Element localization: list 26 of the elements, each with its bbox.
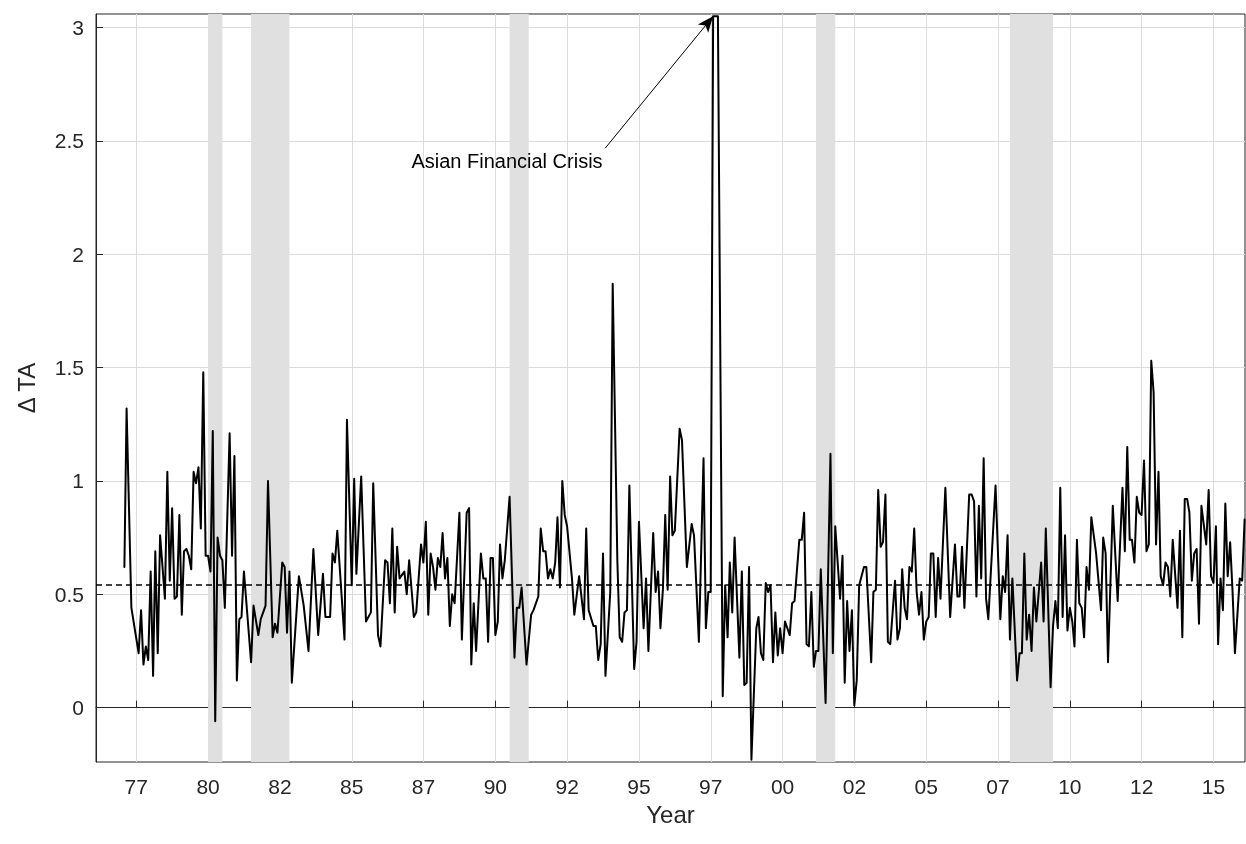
- y-tick-label: 0: [72, 696, 84, 720]
- x-tick-label: 05: [914, 775, 938, 798]
- y-tick-label: 2.5: [54, 129, 84, 153]
- x-tick-label: 10: [1058, 775, 1082, 798]
- y-tick-label: 1: [72, 469, 84, 493]
- x-tick-label: 97: [699, 775, 723, 798]
- y-tick-label: 1.5: [54, 356, 84, 380]
- x-tick-label: 85: [340, 775, 364, 798]
- y-tick-label: 0.5: [54, 582, 84, 606]
- annotation: Asian Financial Crisis: [411, 150, 603, 173]
- x-tick-label: 87: [411, 775, 436, 798]
- x-tick-label: 12: [1129, 775, 1154, 798]
- y-tick-label: 3: [72, 16, 84, 40]
- x-tick-label: 95: [627, 775, 651, 798]
- x-tick-label: 02: [842, 775, 867, 798]
- x-axis-title: Year: [646, 800, 695, 828]
- x-tick-label: 00: [770, 775, 795, 798]
- y-tick-label: 2: [72, 242, 84, 266]
- x-tick-label: 80: [196, 775, 220, 798]
- y-axis-title: Δ TA: [12, 362, 40, 414]
- x-tick-label: 92: [555, 775, 579, 798]
- x-tick-label: 07: [986, 775, 1010, 798]
- x-tick-label: 90: [483, 775, 508, 798]
- x-tick-label: 77: [124, 775, 148, 798]
- x-tick-label: 15: [1201, 775, 1226, 798]
- x-tick-label: 82: [268, 775, 292, 798]
